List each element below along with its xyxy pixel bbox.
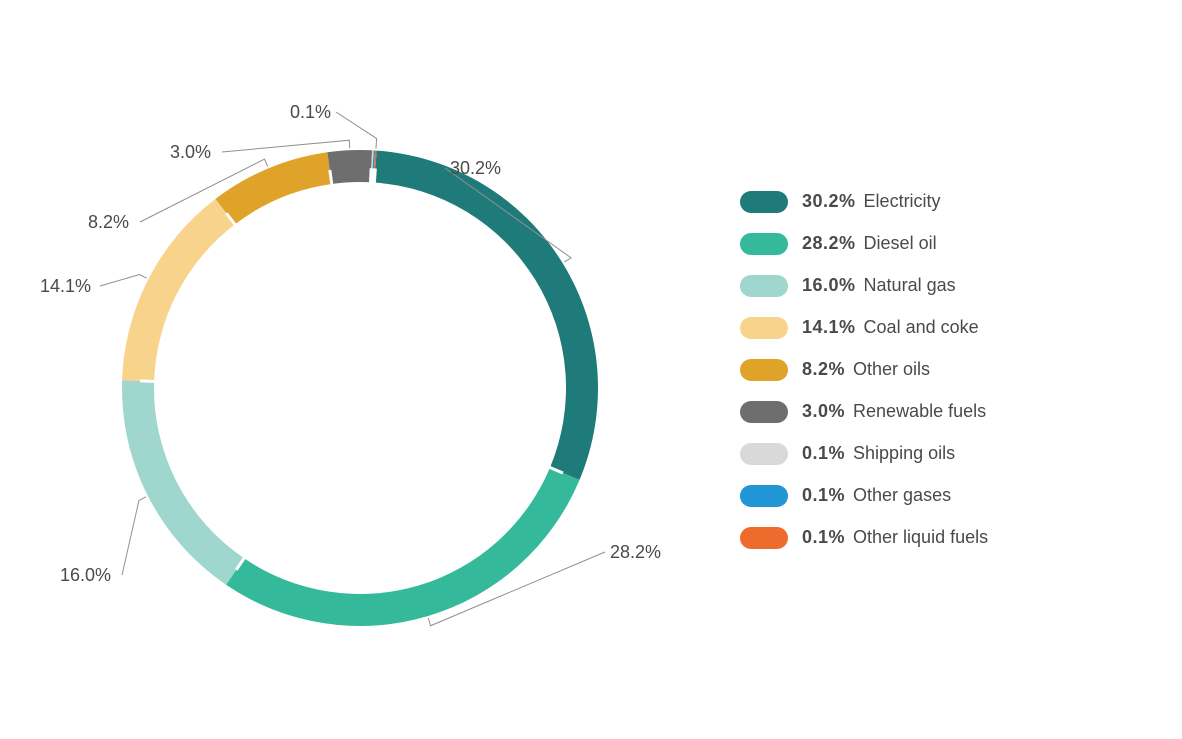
legend-label: Diesel oil — [864, 233, 937, 254]
legend-swatch — [740, 317, 788, 339]
leader-line — [100, 275, 147, 286]
legend-percent: 8.2% — [802, 359, 845, 380]
donut-slice — [122, 199, 235, 381]
legend-item: 30.2% Electricity — [740, 191, 1142, 213]
legend-item: 3.0% Renewable fuels — [740, 401, 1142, 423]
legend-item: 0.1% Other liquid fuels — [740, 527, 1142, 549]
legend: 30.2% Electricity 28.2% Diesel oil 16.0% Natu… — [720, 171, 1182, 569]
legend-percent: 0.1% — [802, 443, 845, 464]
slice-divider — [140, 381, 156, 382]
legend-item: 0.1% Other gases — [740, 485, 1142, 507]
legend-label: Coal and coke — [864, 317, 979, 338]
legend-item: 28.2% Diesel oil — [740, 233, 1142, 255]
legend-label: Electricity — [864, 191, 941, 212]
legend-label: Renewable fuels — [853, 401, 986, 422]
legend-swatch — [740, 359, 788, 381]
slice-percent-label: 30.2% — [450, 158, 501, 179]
legend-swatch — [740, 527, 788, 549]
legend-label: Other gases — [853, 485, 951, 506]
legend-percent: 28.2% — [802, 233, 856, 254]
slice-percent-label: 8.2% — [88, 212, 129, 233]
donut-slice — [215, 152, 331, 224]
leader-line — [336, 112, 377, 149]
legend-label: Other oils — [853, 359, 930, 380]
donut-slice — [122, 380, 244, 584]
legend-item: 16.0% Natural gas — [740, 275, 1142, 297]
legend-swatch — [740, 401, 788, 423]
legend-label: Natural gas — [864, 275, 956, 296]
donut-slice — [374, 151, 598, 480]
slice-divider — [374, 169, 375, 185]
legend-item: 0.1% Shipping oils — [740, 443, 1142, 465]
legend-swatch — [740, 233, 788, 255]
legend-item: 8.2% Other oils — [740, 359, 1142, 381]
slice-percent-label: 0.1% — [290, 102, 331, 123]
legend-percent: 30.2% — [802, 191, 856, 212]
legend-percent: 3.0% — [802, 401, 845, 422]
legend-swatch — [740, 191, 788, 213]
slice-percent-label: 16.0% — [60, 565, 111, 586]
slice-percent-label: 3.0% — [170, 142, 211, 163]
legend-percent: 16.0% — [802, 275, 856, 296]
donut-slice — [226, 468, 579, 626]
donut-chart — [0, 0, 720, 739]
legend-percent: 0.1% — [802, 485, 845, 506]
legend-item: 14.1% Coal and coke — [740, 317, 1142, 339]
leader-line — [122, 497, 146, 575]
legend-swatch — [740, 443, 788, 465]
chart-container: 30.2% 28.2% 16.0% 14.1% 8.2% 3.0% 0.1% 30.2% El… — [0, 0, 1182, 739]
legend-label: Shipping oils — [853, 443, 955, 464]
legend-swatch — [740, 485, 788, 507]
slice-percent-label: 28.2% — [610, 542, 661, 563]
legend-label: Other liquid fuels — [853, 527, 988, 548]
slice-percent-label: 14.1% — [40, 276, 91, 297]
legend-percent: 14.1% — [802, 317, 856, 338]
leader-line — [222, 140, 350, 152]
legend-swatch — [740, 275, 788, 297]
chart-area: 30.2% 28.2% 16.0% 14.1% 8.2% 3.0% 0.1% — [0, 0, 720, 739]
legend-percent: 0.1% — [802, 527, 845, 548]
donut-slice — [327, 150, 372, 184]
